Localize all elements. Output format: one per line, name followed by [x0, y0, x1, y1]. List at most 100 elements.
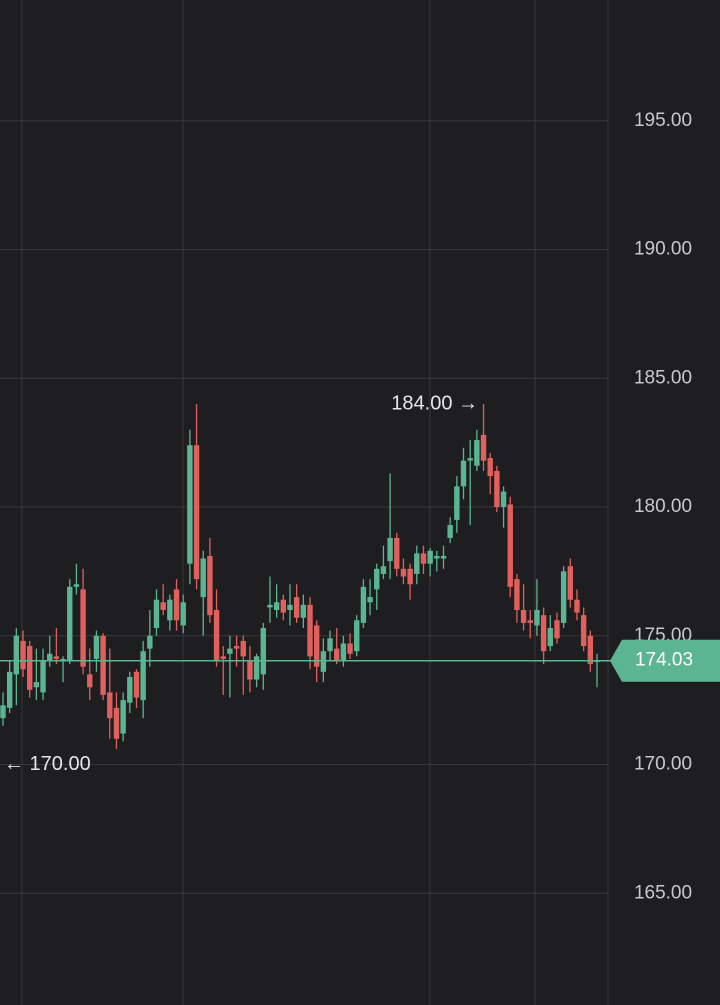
candle-body [93, 635, 100, 659]
candle-body [260, 628, 266, 675]
candle-body [427, 550, 433, 564]
candle-body [307, 604, 313, 657]
candle-body [394, 537, 400, 569]
candle-body [540, 615, 547, 652]
candle-body [20, 640, 26, 670]
candle-body [300, 604, 307, 618]
candle-body [6, 671, 13, 708]
candle-body [367, 597, 373, 603]
candle-body [40, 661, 46, 693]
candle-body [26, 646, 33, 690]
candle-body [560, 571, 567, 623]
candle-body [293, 597, 300, 618]
candle-body [327, 638, 333, 652]
candle-body [73, 584, 80, 587]
candle-body [173, 589, 180, 621]
y-tick-label: 165.00 [634, 882, 692, 903]
candle-body [233, 646, 240, 649]
candle-body [507, 504, 513, 587]
candle-body [87, 674, 93, 688]
candle-body [480, 434, 487, 461]
candle-body [420, 553, 427, 564]
candle-body [313, 625, 320, 667]
candle-body [280, 599, 287, 613]
candle-body [554, 620, 560, 639]
y-tick-label: 190.00 [634, 239, 692, 260]
candle-body [33, 682, 40, 688]
candle-body [547, 628, 553, 647]
candle-body [187, 445, 193, 564]
candle-body [133, 671, 140, 698]
candle-body [387, 537, 393, 562]
candle-body [360, 586, 367, 623]
candle-body [227, 648, 233, 654]
candle-body [193, 445, 200, 580]
candle-body [180, 602, 186, 626]
candle-body [213, 610, 220, 662]
candle-body [467, 458, 473, 461]
candle-body [153, 599, 160, 629]
last-price-tag [610, 639, 720, 682]
candle-body [447, 525, 453, 538]
candle-body [13, 635, 20, 675]
candle-body [407, 568, 413, 585]
candle-body [527, 620, 533, 623]
candle-body [487, 458, 493, 477]
y-tick-label: 180.00 [634, 496, 692, 517]
candle-body [494, 470, 500, 508]
candle-body [500, 491, 507, 508]
candle-body [167, 599, 173, 621]
candle-body [200, 558, 206, 598]
candle-body [567, 566, 574, 600]
time-grid [21, 0, 609, 1005]
candle-body [0, 705, 6, 719]
candle-body [400, 568, 407, 577]
candle-body [80, 589, 86, 667]
candle-body [534, 610, 540, 626]
candle-body [107, 692, 113, 719]
candle-body [100, 635, 106, 695]
y-tick-label: 195.00 [634, 110, 692, 131]
price-annotation: 184.00 → [391, 392, 478, 414]
candle-body [434, 555, 440, 559]
candle-body [160, 602, 166, 611]
candle-body [67, 586, 73, 662]
candle-body [414, 553, 420, 574]
candle-body [240, 640, 246, 657]
candle-body [354, 620, 360, 652]
candle-body [440, 555, 447, 559]
candle-body [334, 648, 340, 662]
last-price-label: 174.03 [635, 650, 693, 671]
candle-body [120, 700, 126, 734]
y-tick-label: 170.00 [634, 754, 692, 775]
candle-body [247, 661, 253, 680]
candle-body [47, 653, 53, 662]
candle-body [574, 599, 580, 613]
candle-body [53, 656, 60, 659]
candle-body [207, 555, 213, 616]
candle-body [267, 604, 273, 608]
candle-body [454, 486, 460, 520]
price-annotation: ← 170.00 [4, 753, 91, 775]
candle-body [460, 460, 467, 487]
candle-body [474, 440, 480, 466]
candle-body [580, 615, 587, 647]
candle-body [320, 651, 327, 672]
candle-body [140, 651, 146, 701]
candle-body [374, 568, 380, 590]
candle-body [587, 635, 594, 665]
candle-body [380, 566, 387, 574]
candle-body [514, 579, 520, 611]
y-tick-label: 185.00 [634, 367, 692, 388]
candle-body [340, 643, 347, 662]
candle-body [347, 643, 353, 654]
candle-body [127, 676, 133, 703]
candle-body [287, 604, 293, 611]
candle-body [253, 656, 260, 680]
candle-body [520, 610, 527, 623]
candle-body [147, 635, 153, 649]
candle-body [113, 707, 120, 739]
